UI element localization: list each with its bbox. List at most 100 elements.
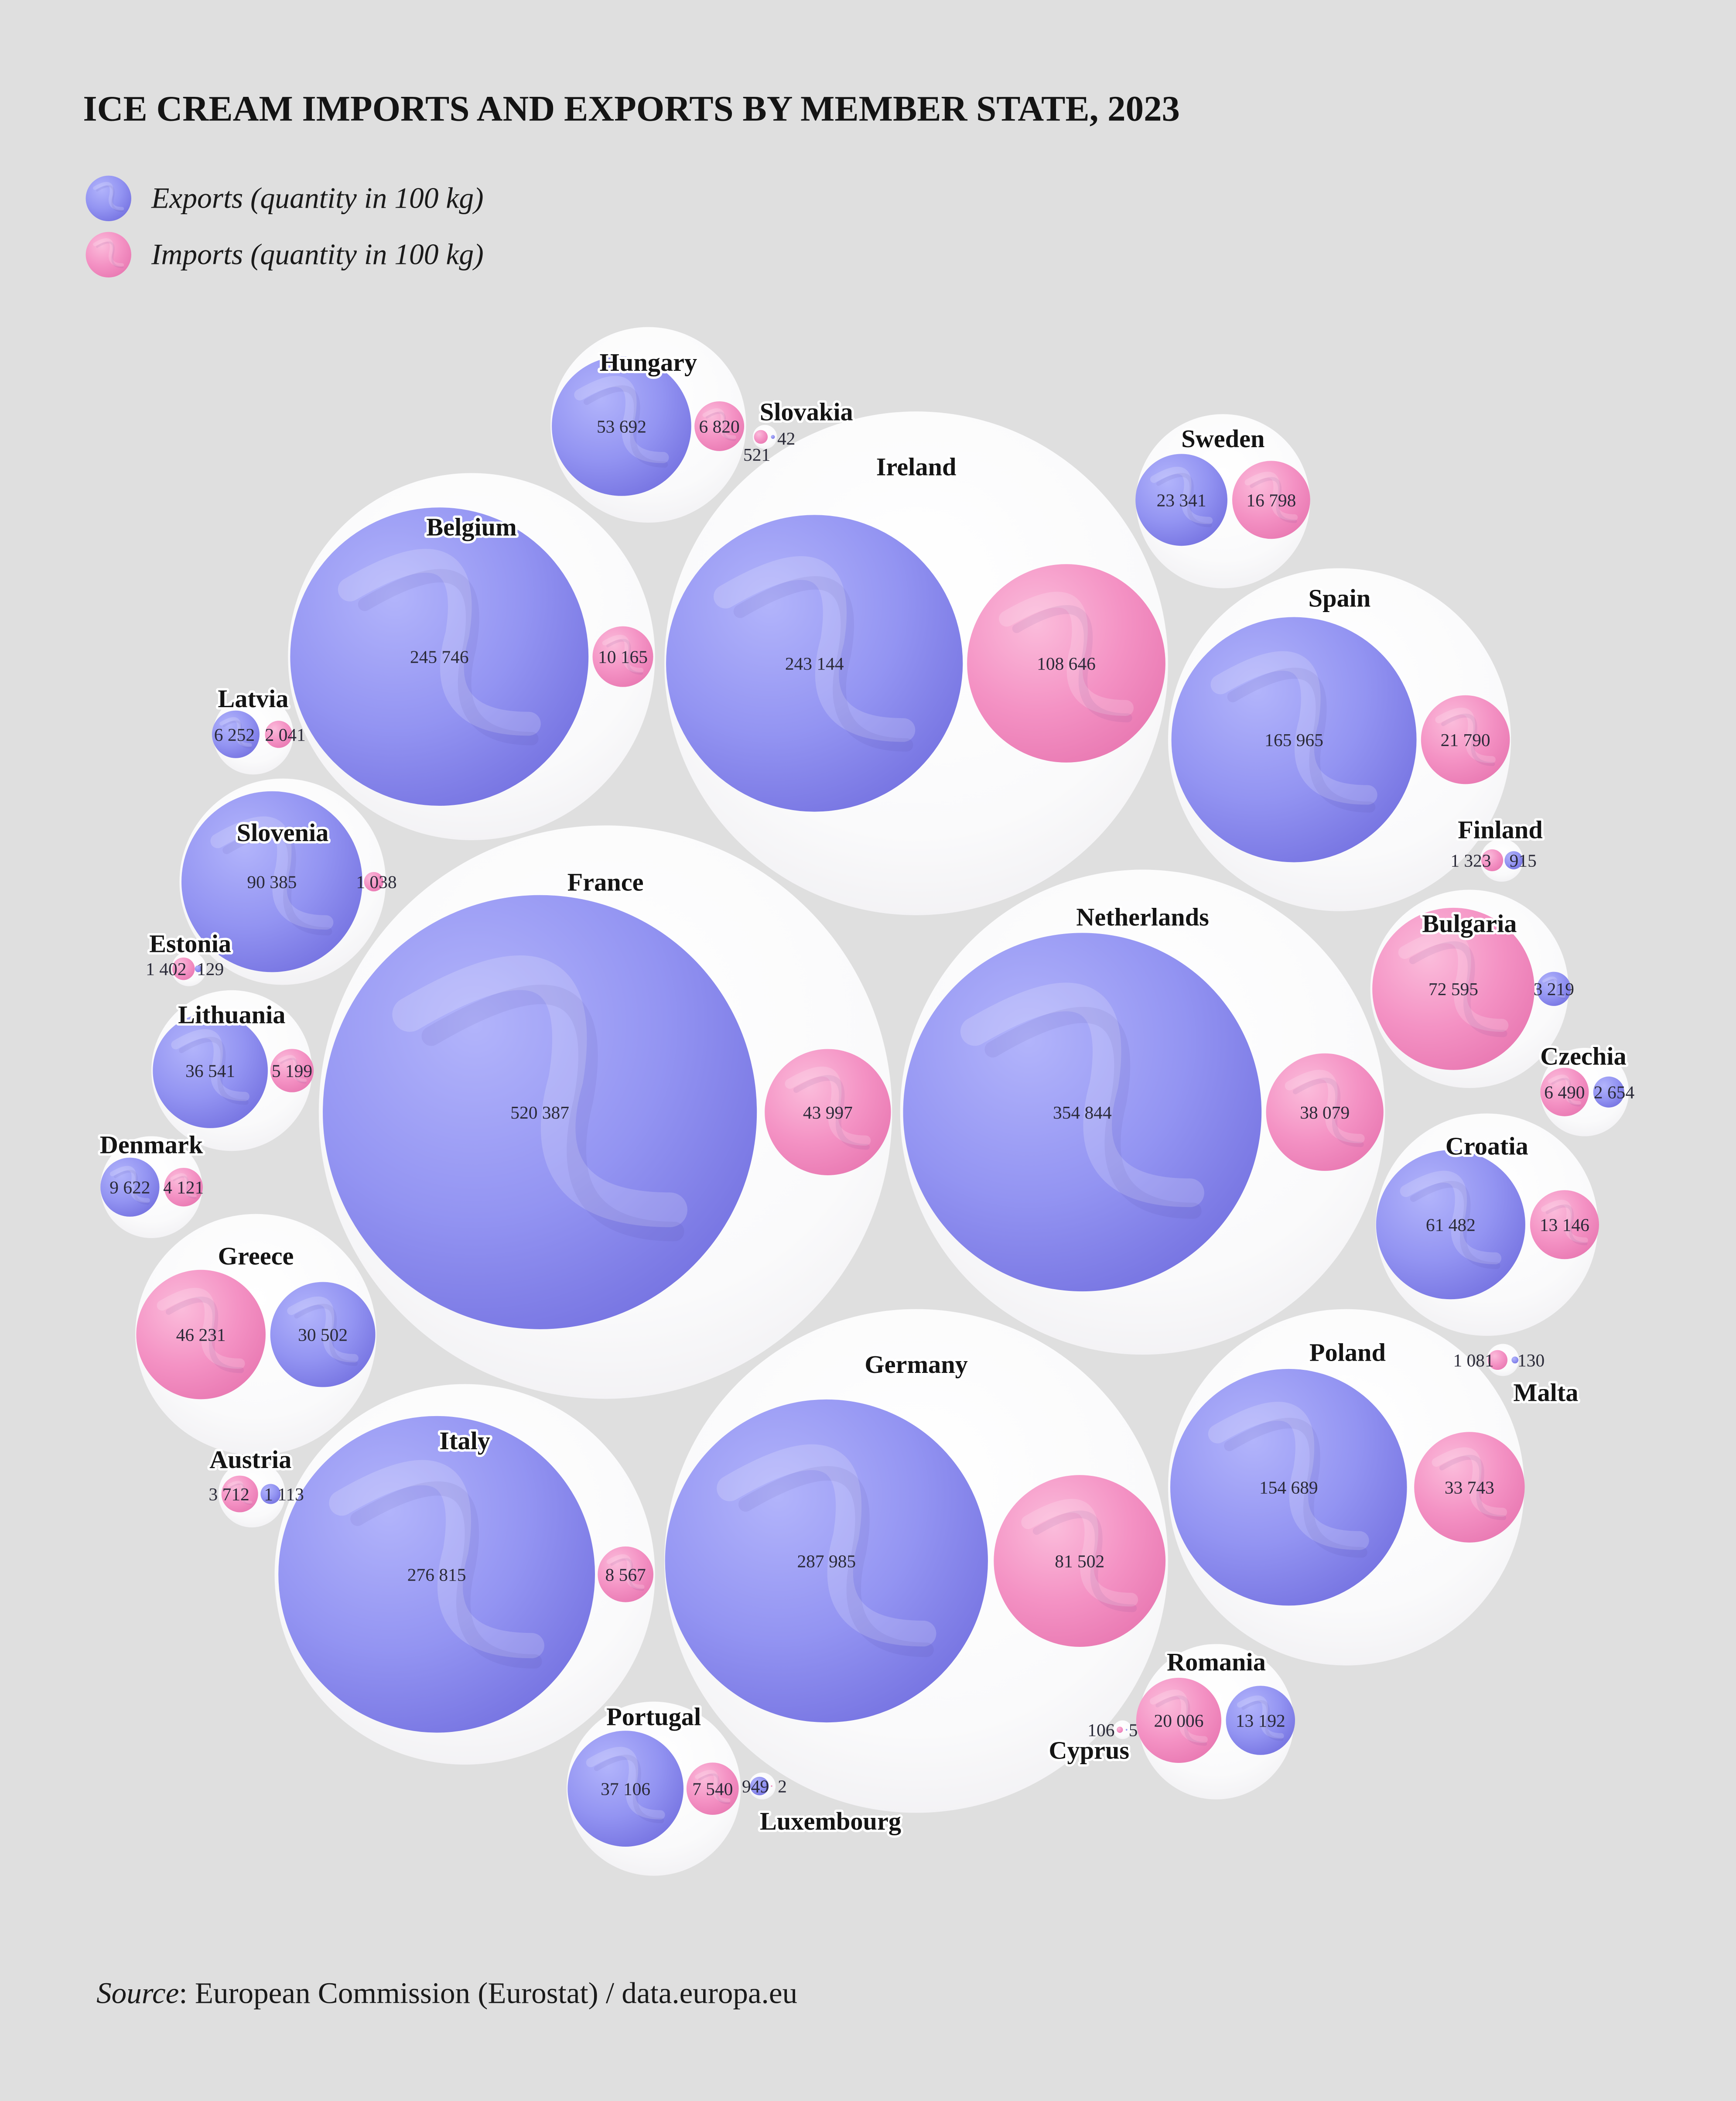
imports-bubble-romania [1136,1677,1222,1763]
imports-bulgaria-swirl-highlight [1398,930,1509,1032]
imports-value-cyprus: 106 [1087,1720,1114,1740]
imports-value-poland: 33 743 [1445,1478,1494,1498]
bubble-chart: 1 113 3 712 245 746 10 165 3 219 72 595 61 482… [97,327,1635,1876]
imports-value-bulgaria: 72 595 [1428,979,1478,999]
exports-bubble-spain [1171,617,1417,862]
exports-bubble-italy [278,1416,595,1733]
imports-bubble-croatia [1530,1190,1599,1259]
country-labels: Austria Belgium Bulgaria Croatia Cyprus Czech… [97,346,1629,1838]
imports-value-ireland: 108 646 [1037,654,1096,674]
imports-bubble-germany [994,1475,1166,1647]
exports-value-romania: 13 192 [1236,1711,1285,1731]
exports-value-sweden: 23 341 [1157,490,1206,510]
exports-italy-swirl-highlight [329,1460,544,1659]
exports-value-slovenia: 90 385 [247,872,297,892]
exports-bubble-poland [1170,1369,1407,1606]
exports-value-bulgaria: 3 219 [1534,979,1574,999]
exports-bubble-sweden [1135,454,1227,546]
exports-germany-swirl-highlight [717,1444,936,1647]
exports-value-czechia: 2 654 [1594,1082,1635,1102]
imports-netherlands-swirl-shadow [1292,1078,1364,1147]
exports-belgium-swirl-highlight [338,549,541,736]
exports-value-luxembourg: 949 [742,1776,769,1796]
exports-value-italy: 276 815 [407,1564,466,1584]
imports-bubble-austria [221,1475,258,1512]
country-label-portugal: Portugal [606,1703,701,1731]
exports-denmark-swirl-highlight [109,1166,150,1203]
exports-portugal-swirl-shadow [594,1755,664,1824]
imports-value-italy: 8 567 [605,1564,646,1584]
exports-value-greece: 30 502 [298,1325,348,1345]
imports-greece-swirl-highlight [157,1288,245,1369]
imports-bubble-bulgaria [1372,907,1534,1070]
imports-value-sweden: 16 798 [1246,490,1296,510]
exports-ireland-swirl-highlight [714,556,916,742]
exports-value-poland: 154 689 [1259,1478,1318,1498]
imports-bubble-slovenia [364,872,384,892]
exports-value-latvia: 6 252 [214,725,255,745]
imports-value-greece: 46 231 [176,1325,226,1345]
imports-legend-swirl-shadow [96,241,124,268]
exports-germany-swirl-shadow [738,1466,934,1657]
exports-bubble-france [323,895,757,1329]
exports-value-lithuania: 36 541 [185,1061,235,1081]
imports-poland-swirl-shadow [1439,1454,1507,1520]
exports-slovenia-swirl-highlight [210,816,334,930]
imports-austria-swirl-highlight [227,1481,253,1504]
exports-slovenia-swirl-shadow [222,828,332,936]
exports-romania-swirl-highlight [1237,1695,1284,1739]
exports-legend-label: Exports (quantity in 100 kg) [151,181,484,214]
country-label-croatia: Croatia [1446,1132,1528,1160]
imports-bubble-portugal [686,1762,739,1815]
imports-legend-swatch [85,232,131,278]
imports-spain-swirl-highlight [1435,708,1496,763]
exports-value-france: 520 387 [510,1102,569,1122]
exports-italy-swirl-shadow [350,1481,542,1669]
exports-legend-swatch [85,175,131,222]
imports-value-denmark: 4 121 [163,1177,204,1198]
country-label-poland: Poland [1309,1338,1386,1366]
exports-bubble-slovenia [181,791,362,972]
imports-legend-swirl-highlight [93,238,124,267]
imports-value-spain: 21 790 [1441,730,1490,750]
imports-hungary-swirl-shadow [705,411,736,441]
country-label-latvia: Latvia [218,684,288,713]
country-label-sweden: Sweden [1181,424,1264,453]
exports-value-belgium: 245 746 [410,647,469,667]
country-label-ireland: Ireland [876,452,957,481]
exports-bubble-slovakia [771,435,775,439]
source-label: Source [96,1976,179,2009]
imports-france-swirl-highlight [785,1066,871,1146]
country-label-lithuania: Lithuania [178,1001,285,1029]
imports-portugal-swirl-shadow [698,1773,730,1804]
imports-bulgaria-swirl-shadow [1409,941,1507,1037]
chart-title: ICE CREAM IMPORTS AND EXPORTS BY MEMBER … [83,89,1180,129]
exports-poland-swirl-highlight [1208,1402,1369,1550]
imports-czechia-swirl-shadow [1551,1078,1581,1107]
country-label-slovenia: Slovenia [237,818,329,847]
imports-bubble-poland [1414,1432,1525,1543]
imports-bubble-spain [1421,695,1510,784]
source-text: : European Commission (Eurostat) / data.… [179,1976,797,2009]
exports-bubble-lithuania [153,1013,268,1128]
imports-bubble-belgium [592,626,653,687]
imports-croatia-swirl-shadow [1545,1204,1588,1246]
imports-value-malta: 1 081 [1453,1350,1493,1370]
exports-bubble-greece [270,1282,376,1387]
exports-bubble-croatia [1376,1150,1525,1300]
imports-sweden-swirl-highlight [1244,472,1298,521]
country-label-italy: Italy [439,1427,490,1455]
imports-germany-swirl-shadow [1032,1510,1137,1612]
imports-ireland-swirl-highlight [998,592,1134,716]
imports-italy-swirl-highlight [606,1554,645,1589]
imports-ireland-swirl-shadow [1012,605,1132,722]
exports-legend-swirl-highlight [93,182,124,211]
imports-croatia-swirl-highlight [1541,1200,1588,1243]
imports-value-hungary: 6 820 [699,416,740,436]
imports-bubble-denmark [164,1167,203,1207]
imports-value-latvia: 2 041 [265,725,306,745]
country-label-romania: Romania [1167,1648,1266,1676]
exports-spain-swirl-shadow [1227,667,1376,813]
imports-czechia-swirl-highlight [1548,1074,1581,1105]
